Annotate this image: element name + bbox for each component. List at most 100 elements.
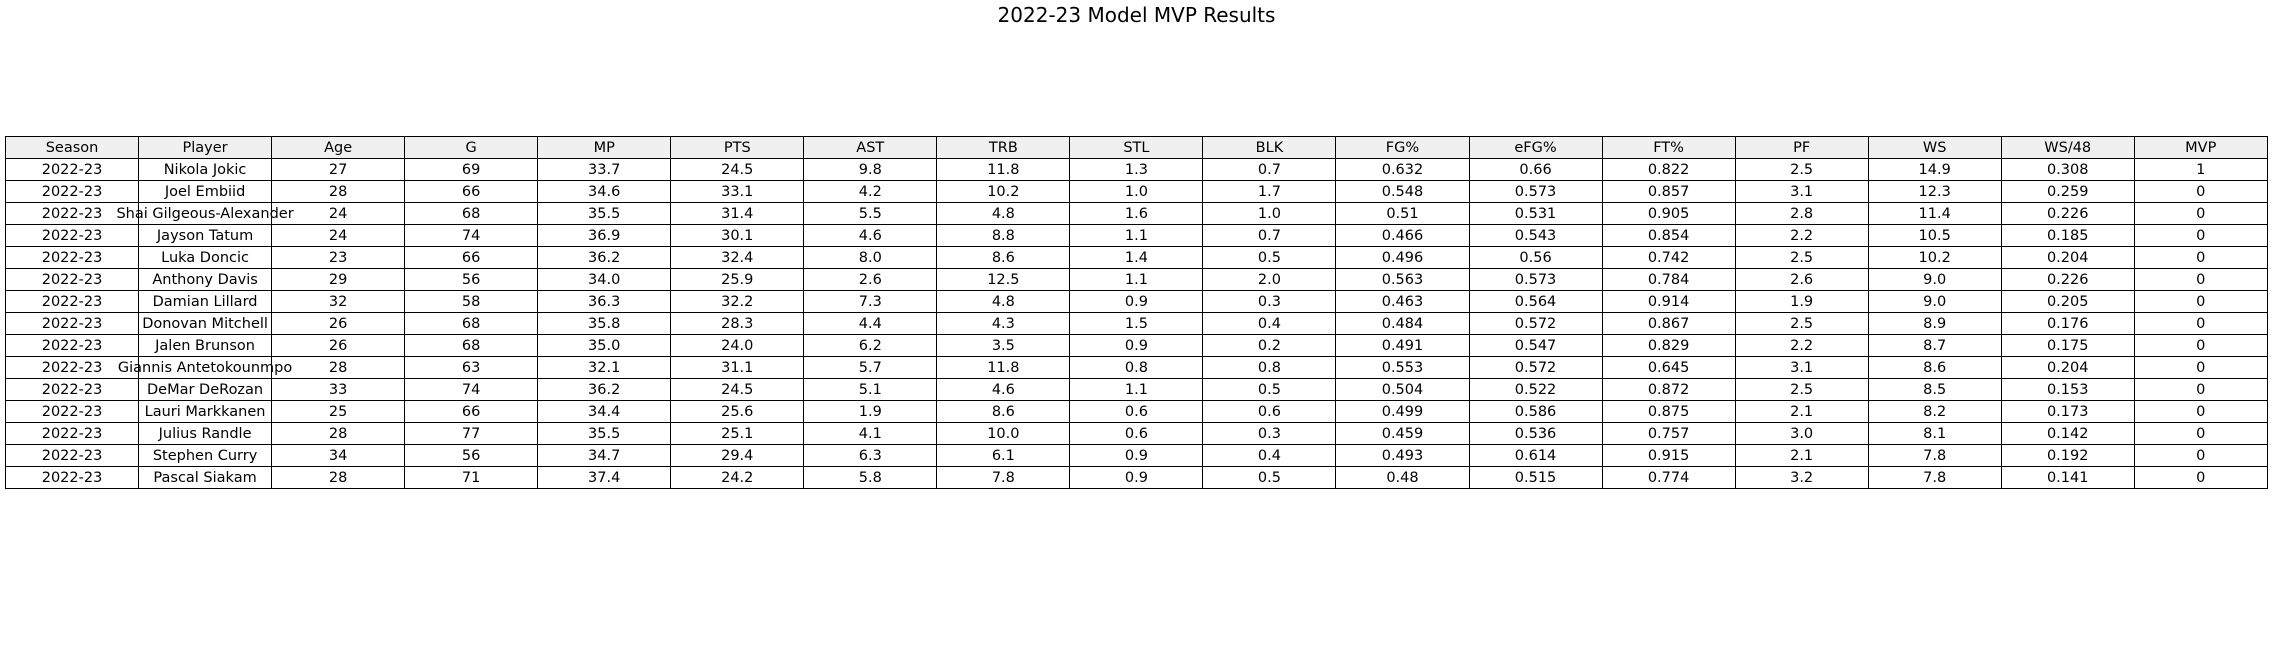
table-cell: 6.2 [803, 334, 938, 357]
table-cell-value: 71 [461, 469, 481, 486]
table-cell: 0.226 [2000, 268, 2135, 291]
table-cell: 28 [271, 180, 406, 203]
column-header: eFG% [1468, 136, 1603, 159]
table-cell: 10.0 [936, 422, 1071, 445]
table-cell: 0.6 [1069, 422, 1204, 445]
table-cell-value: 12.5 [987, 271, 1020, 288]
table-cell: 35.5 [537, 202, 672, 225]
table-cell: 35.5 [537, 422, 672, 445]
table-cell-value: 4.6 [858, 227, 882, 244]
table-cell-value: 25 [328, 403, 348, 420]
table-cell-value: 1.0 [1257, 205, 1281, 222]
table-cell-value: 2.5 [1790, 161, 1814, 178]
column-header: MP [537, 136, 672, 159]
table-cell-value: 8.0 [858, 249, 882, 266]
table-cell: 11.8 [936, 158, 1071, 181]
table-cell: 1.4 [1069, 246, 1204, 269]
table-cell-value: 3.1 [1790, 359, 1814, 376]
table-cell-value: 35.8 [588, 315, 621, 332]
table-cell-value: 0.493 [1381, 447, 1424, 464]
table-cell: 4.1 [803, 422, 938, 445]
table-row: 2022-23 Nikola Jokic 27 69 33.7 24.5 9.8 11.8 1.… [4, 158, 2268, 181]
table-cell-value: 28 [328, 183, 348, 200]
table-cell: 0.493 [1335, 444, 1470, 467]
table-cell-value: 0 [2196, 315, 2206, 332]
table-cell: 0.466 [1335, 224, 1470, 247]
table-cell-value: 9.8 [858, 161, 882, 178]
table-cell-value: 4.8 [991, 205, 1015, 222]
table-cell-value: 0.175 [2046, 337, 2089, 354]
table-cell: 0.6 [1202, 400, 1337, 423]
column-header-label: MVP [2185, 139, 2217, 156]
column-header-label: Age [324, 139, 353, 156]
table-cell-value: 35.0 [588, 337, 621, 354]
table-cell-value: 1.7 [1257, 183, 1281, 200]
table-row: 2022-23 Damian Lillard 32 58 36.3 32.2 7.3 4.8 0… [4, 290, 2268, 313]
table-cell-value: 0.3 [1257, 425, 1281, 442]
table-cell-value: 0 [2196, 359, 2206, 376]
table-cell-value: 2022-23 [41, 161, 103, 178]
column-header: MVP [2133, 136, 2268, 159]
column-header-label: G [465, 139, 477, 156]
column-header: Season [4, 136, 140, 159]
table-cell: 11.8 [936, 356, 1071, 379]
table-cell-value: 0.543 [1514, 227, 1557, 244]
table-cell: 3.5 [936, 334, 1071, 357]
table-cell-value: 0.226 [2046, 271, 2089, 288]
table-cell-value: 0.563 [1381, 271, 1424, 288]
table-cell: 4.8 [936, 202, 1071, 225]
table-cell: 0.9 [1069, 290, 1204, 313]
table-cell: 0.484 [1335, 312, 1470, 335]
table-cell: 0.548 [1335, 180, 1470, 203]
table-cell: 2022-23 [4, 268, 140, 291]
table-cell-value: 1.6 [1124, 205, 1148, 222]
table-cell-value: 2022-23 [41, 205, 103, 222]
table-cell: 9.0 [1867, 290, 2002, 313]
table-cell: 1.6 [1069, 202, 1204, 225]
table-cell: 34 [271, 444, 406, 467]
table-cell-value: 2.6 [1790, 271, 1814, 288]
table-cell: 0.51 [1335, 202, 1470, 225]
table-cell-value: 8.6 [991, 403, 1015, 420]
table-cell-value: 77 [461, 425, 481, 442]
table-cell-value: 2022-23 [41, 337, 103, 354]
table-cell: 0.499 [1335, 400, 1470, 423]
table-cell: 12.5 [936, 268, 1071, 291]
table-row: 2022-23 Jalen Brunson 26 68 35.0 24.0 6.2 3.5 0.… [4, 334, 2268, 357]
table-cell-value: 27 [328, 161, 348, 178]
table-cell-value: 5.1 [858, 381, 882, 398]
table-cell: 31.1 [670, 356, 805, 379]
table-cell-value: 3.2 [1790, 469, 1814, 486]
column-header: WS/48 [2000, 136, 2135, 159]
table-cell: 10.2 [1867, 246, 2002, 269]
table-cell-value: 0.153 [2046, 381, 2089, 398]
table-cell-value: 74 [461, 381, 481, 398]
table-cell: 2.2 [1734, 224, 1869, 247]
table-cell-value: 8.2 [1923, 403, 1947, 420]
table-cell: 14.9 [1867, 158, 2002, 181]
table-cell-value: Shai Gilgeous-Alexander [116, 205, 294, 222]
table-cell: 2022-23 [4, 290, 140, 313]
table-cell: 34.7 [537, 444, 672, 467]
table-cell: 2.1 [1734, 400, 1869, 423]
table-cell-value: 0.463 [1381, 293, 1424, 310]
column-header: FG% [1335, 136, 1470, 159]
table-cell-value: 6.3 [858, 447, 882, 464]
table-cell: 30.1 [670, 224, 805, 247]
table-cell: 2022-23 [4, 466, 140, 489]
table-cell: 36.9 [537, 224, 672, 247]
table-cell-value: 0.459 [1381, 425, 1424, 442]
table-cell: 0.914 [1601, 290, 1736, 313]
table-cell: 0.553 [1335, 356, 1470, 379]
table-cell-value: 2022-23 [41, 381, 103, 398]
table-row: 2022-23 Shai Gilgeous-Alexander 24 68 35.5 31… [4, 202, 2268, 225]
table-cell-value: 7.8 [991, 469, 1015, 486]
table-cell: 35.8 [537, 312, 672, 335]
table-cell-value: 1.5 [1124, 315, 1148, 332]
table-cell-value: 0.204 [2046, 249, 2089, 266]
table-cell: 2022-23 [4, 400, 140, 423]
table-cell: 28 [271, 466, 406, 489]
table-cell: 8.8 [936, 224, 1071, 247]
table-cell: 77 [404, 422, 539, 445]
table-cell: 0.573 [1468, 180, 1603, 203]
